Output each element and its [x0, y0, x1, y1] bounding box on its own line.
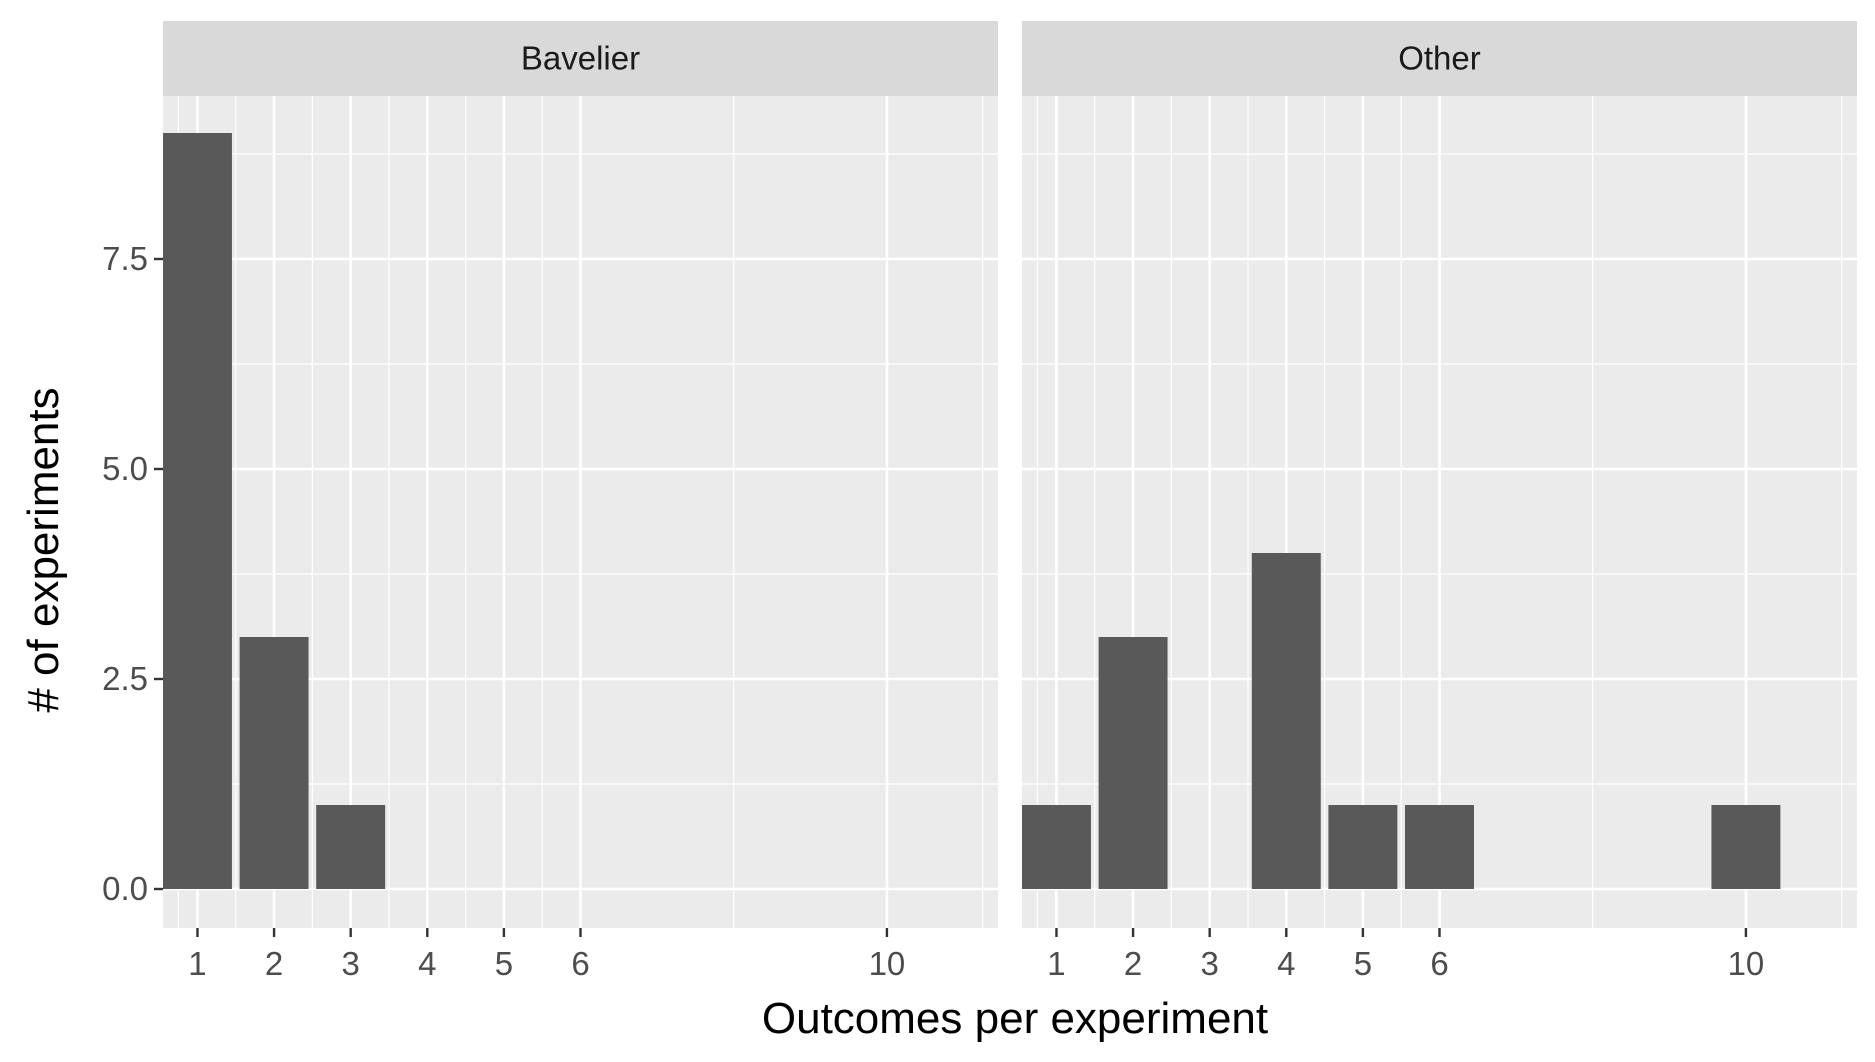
x-tick-label: 6	[571, 945, 589, 982]
bar	[1251, 553, 1321, 889]
bar	[1328, 805, 1398, 889]
bar	[316, 805, 386, 889]
x-tick-label: 2	[265, 945, 283, 982]
y-axis: 0.0 2.5 5.0 7.5	[102, 240, 163, 907]
bar	[239, 637, 309, 889]
y-tick-label: 7.5	[102, 240, 148, 277]
x-tick-label: 10	[1728, 945, 1765, 982]
y-tick-label: 0.0	[102, 870, 148, 907]
x-tick-label: 10	[869, 945, 906, 982]
x-tick-label: 2	[1124, 945, 1142, 982]
facet-strip-label: Bavelier	[521, 40, 640, 77]
y-tick-label: 2.5	[102, 660, 148, 697]
x-tick-label: 1	[1047, 945, 1065, 982]
x-tick-label: 5	[1354, 945, 1372, 982]
facet-other: Other 1 2 3 4 5 6 10	[1022, 21, 1857, 982]
bar	[163, 133, 232, 889]
x-tick-label: 1	[188, 945, 206, 982]
x-tick-label: 5	[495, 945, 513, 982]
facet-strip	[163, 21, 998, 96]
bar	[1405, 805, 1474, 889]
x-tick-label: 3	[342, 945, 360, 982]
facet-strip-label: Other	[1398, 40, 1481, 77]
bar	[1022, 805, 1091, 889]
facets: Bavelier 1 2 3 4 5 6 10 Other 1 2 3 4 5 6 10	[163, 21, 1857, 982]
x-tick-label: 4	[418, 945, 436, 982]
x-axis-title: Outcomes per experiment	[762, 994, 1268, 1043]
facet-bavelier: Bavelier 1 2 3 4 5 6 10	[163, 21, 998, 982]
bar	[1711, 805, 1781, 889]
x-tick-label: 4	[1277, 945, 1295, 982]
x-tick-label: 3	[1201, 945, 1219, 982]
facet-strip	[1022, 21, 1857, 96]
y-tick-label: 5.0	[102, 450, 148, 487]
x-tick-label: 6	[1430, 945, 1448, 982]
bar	[1098, 637, 1168, 889]
y-axis-title: # of experiments	[19, 387, 68, 712]
